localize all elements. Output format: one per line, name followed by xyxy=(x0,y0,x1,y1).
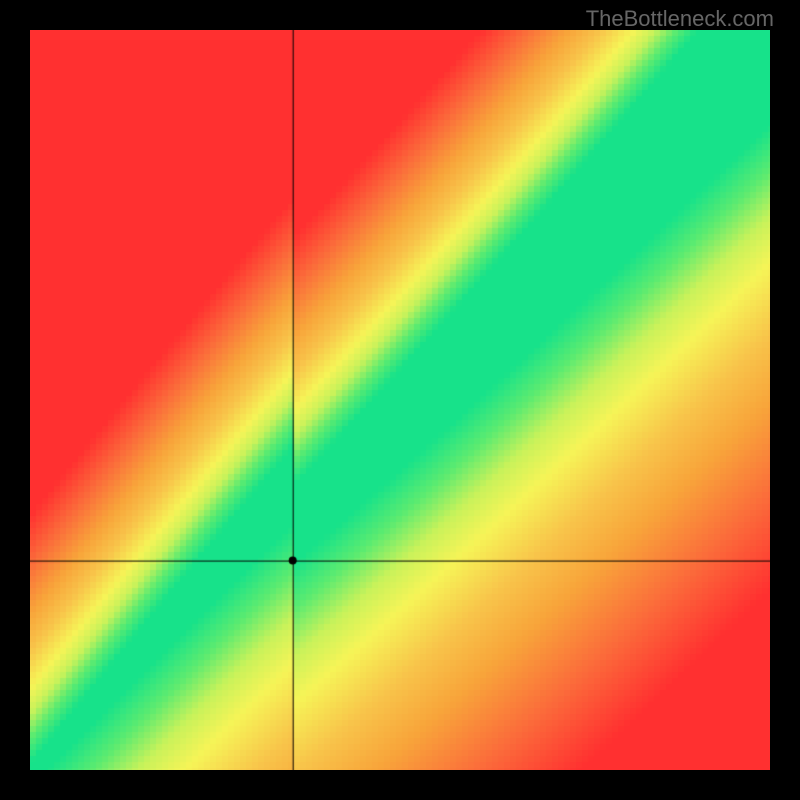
heatmap-canvas xyxy=(30,30,770,770)
watermark-text: TheBottleneck.com xyxy=(586,6,774,32)
heatmap-plot xyxy=(30,30,770,770)
chart-container: TheBottleneck.com xyxy=(0,0,800,800)
